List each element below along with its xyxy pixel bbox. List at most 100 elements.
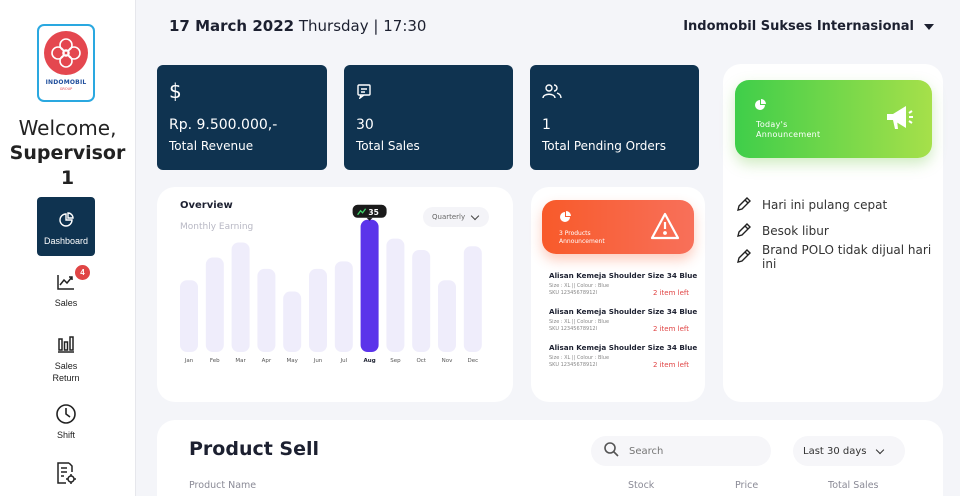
tick-label-apr: Apr (262, 358, 272, 364)
product-detail: Size : XL || Colour : Blue SKU 123456789… (549, 283, 689, 297)
announcement-item: Hari ini pulang cepat (736, 192, 943, 218)
product-name: Alisan Kemeja Shoulder Size 34 Blue (549, 271, 698, 280)
sidebar-item-label: Sales (54, 298, 78, 308)
list-item[interactable]: Alisan Kemeja Shoulder Size 34 Blue Size… (549, 307, 697, 343)
stock-left: 2 item left (652, 325, 689, 333)
sidebar-item-reports[interactable] (37, 462, 95, 490)
low-stock-list: Alisan Kemeja Shoulder Size 34 Blue Size… (549, 271, 698, 379)
bar-sep[interactable] (386, 238, 405, 352)
tick-label-dec: Dec (467, 358, 478, 364)
bar-aug[interactable] (360, 219, 379, 352)
bar-oct[interactable] (412, 250, 431, 352)
stat-card-sales[interactable]: 30 Total Sales (344, 65, 513, 170)
sidebar-item-sales-return[interactable]: Sales Return (37, 332, 95, 384)
announcement-title-line2: Announcement (756, 130, 821, 139)
search-input[interactable] (629, 445, 759, 457)
sidebar-item-dashboard[interactable]: Dashboard (37, 197, 95, 256)
date-range-dropdown[interactable]: Last 30 days (793, 436, 905, 466)
tick-label-may: May (287, 358, 299, 364)
day-text: Thursday (298, 17, 369, 35)
todays-announcement-card[interactable]: Today's Announcement (735, 80, 932, 158)
sidebar-item-sales[interactable]: 4 Sales (37, 265, 95, 308)
logo-flower-icon (44, 31, 88, 75)
announcement-title: Today's Announcement (756, 120, 821, 140)
stat-label: Total Sales (356, 139, 420, 153)
pencil-icon (736, 248, 752, 267)
announcement-text: Brand POLO tidak dijual hari ini (762, 243, 932, 271)
logo-brand: INDOMOBIL (45, 79, 87, 86)
stat-label: Total Pending Orders (542, 139, 666, 153)
sidebar: INDOMOBIL GROUP Welcome, Supervisor 1 Da… (0, 0, 135, 496)
user-name: Supervisor 1 (9, 142, 126, 189)
pie-chart-icon (754, 96, 766, 115)
sidebar-item-label: Shift (56, 430, 75, 440)
period-dropdown[interactable]: Quarterly (423, 207, 489, 227)
welcome-block: Welcome, Supervisor 1 (0, 116, 135, 191)
bar-jul[interactable] (334, 261, 353, 352)
stock-left: 2 item left (652, 361, 689, 369)
period-label: Quarterly (432, 213, 466, 221)
announcement-list: Hari ini pulang cepat Besok libur Brand … (736, 192, 943, 271)
report-settings-icon (55, 462, 77, 486)
column-header-product-name[interactable]: Product Name (189, 480, 257, 491)
bar-may[interactable] (283, 291, 302, 352)
sidebar-item-shift[interactable]: Shift (37, 402, 95, 440)
stock-left: 2 item left (652, 289, 689, 297)
column-header-stock[interactable]: Stock (628, 480, 655, 491)
announcement-panel: Today's Announcement Hari ini pulang cep… (723, 64, 943, 402)
product-sell-title: Product Sell (189, 438, 320, 460)
bar-feb[interactable] (205, 257, 224, 352)
bar-jan[interactable] (180, 280, 198, 352)
logo-sub: GROUP (59, 87, 73, 91)
tooltip-value: 35 (368, 208, 378, 217)
time-text: 17:30 (383, 17, 427, 35)
stat-card-pending[interactable]: 1 Total Pending Orders (530, 65, 699, 170)
bar-dec[interactable] (463, 246, 482, 352)
header-date: 17 March 2022 Thursday | 17:30 (169, 17, 426, 35)
announcement-title-line1: Today's (756, 120, 788, 129)
chevron-down-icon (875, 445, 884, 454)
tick-label-sep: Sep (390, 358, 401, 364)
stat-card-revenue[interactable]: $ Rp. 9.500.000,- Total Revenue (157, 65, 327, 170)
sidebar-item-label: Sales Return (52, 361, 80, 383)
separator: | (373, 17, 379, 35)
products-title-line2: Announcement (559, 238, 605, 245)
search-icon (603, 441, 619, 461)
product-name: Alisan Kemeja Shoulder Size 34 Blue (549, 343, 698, 352)
pencil-icon (736, 196, 752, 215)
search-box[interactable] (591, 436, 771, 466)
list-item[interactable]: Alisan Kemeja Shoulder Size 34 Blue Size… (549, 343, 698, 379)
bar-apr[interactable] (257, 268, 276, 352)
products-announcement-card[interactable]: 3 Products Announcement (542, 200, 694, 254)
bar-nov[interactable] (438, 280, 456, 352)
product-detail: Size : XL || Colour : Blue SKU 123456789… (549, 355, 689, 369)
sidebar-divider (135, 0, 136, 496)
announcement-item: Besok libur (736, 218, 943, 244)
stat-value: 1 (542, 117, 551, 133)
column-header-total-sales[interactable]: Total Sales (828, 480, 879, 491)
bar-jun[interactable] (309, 268, 327, 352)
product-attrs: Size : XL || Colour : Blue (549, 319, 610, 325)
tick-label-oct: Oct (416, 358, 426, 364)
announcement-item: Brand POLO tidak dijual hari ini (736, 243, 943, 271)
company-logo: INDOMOBIL GROUP (37, 24, 95, 102)
product-detail: Size : XL || Colour : Blue SKU 123456789… (549, 319, 689, 333)
product-sku: SKU 12345678912I (549, 326, 598, 332)
value-tooltip: 35 (352, 204, 387, 221)
tick-label-mar: Mar (235, 358, 246, 364)
line-chart-icon: 4 (56, 265, 90, 294)
date-text: 17 March 2022 (169, 17, 295, 35)
column-header-price[interactable]: Price (735, 480, 759, 491)
product-sku: SKU 12345678912I (549, 362, 598, 368)
monthly-earning-chart: Jan Feb Mar Apr May Jun Jul Aug 35 Sep Oct Nov Dec (180, 204, 482, 364)
stat-label: Total Revenue (169, 139, 254, 153)
welcome-text: Welcome, (18, 116, 117, 140)
tick-label-jul: Jul (339, 358, 347, 364)
list-item[interactable]: Alisan Kemeja Shoulder Size 34 Blue Size… (549, 271, 698, 307)
date-range-label: Last 30 days (803, 445, 867, 457)
tick-label-nov: Nov (442, 358, 453, 364)
bar-mar[interactable] (231, 242, 250, 352)
company-selector[interactable]: Indomobil Sukses Internasional (683, 19, 934, 34)
megaphone-icon (884, 102, 914, 136)
caret-down-icon (924, 23, 934, 30)
